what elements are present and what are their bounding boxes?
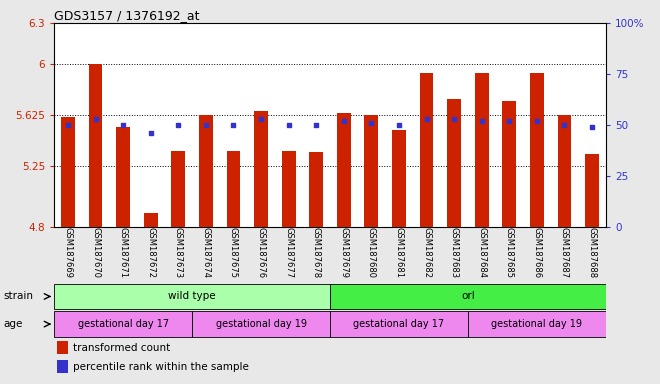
Bar bbox=[447, 99, 461, 227]
Text: gestational day 19: gestational day 19 bbox=[492, 319, 582, 329]
Point bbox=[90, 116, 101, 122]
Text: GSM187680: GSM187680 bbox=[367, 227, 376, 278]
Point bbox=[477, 118, 487, 124]
Text: percentile rank within the sample: percentile rank within the sample bbox=[73, 362, 249, 372]
Bar bbox=[57, 360, 68, 373]
Point bbox=[311, 122, 321, 128]
Text: GSM187669: GSM187669 bbox=[63, 227, 73, 278]
Text: GSM187673: GSM187673 bbox=[174, 227, 183, 278]
Text: GSM187678: GSM187678 bbox=[312, 227, 321, 278]
Point bbox=[393, 122, 404, 128]
Text: GSM187684: GSM187684 bbox=[477, 227, 486, 278]
Point bbox=[559, 122, 570, 128]
Bar bbox=[57, 341, 68, 354]
Bar bbox=[310, 152, 323, 227]
Text: gestational day 17: gestational day 17 bbox=[77, 319, 169, 329]
Bar bbox=[420, 73, 434, 227]
Bar bbox=[502, 101, 516, 227]
Bar bbox=[330, 311, 468, 337]
Point bbox=[228, 122, 239, 128]
Point bbox=[532, 118, 543, 124]
Text: GSM187682: GSM187682 bbox=[422, 227, 431, 278]
Point bbox=[145, 130, 156, 136]
Bar bbox=[61, 117, 75, 227]
Bar bbox=[199, 116, 213, 227]
Point bbox=[421, 116, 432, 122]
Bar bbox=[337, 113, 350, 227]
Bar bbox=[585, 154, 599, 227]
Text: transformed count: transformed count bbox=[73, 343, 171, 353]
Text: gestational day 17: gestational day 17 bbox=[353, 319, 445, 329]
Text: GSM187671: GSM187671 bbox=[119, 227, 127, 278]
Bar bbox=[282, 152, 296, 227]
Text: GSM187679: GSM187679 bbox=[339, 227, 348, 278]
Point bbox=[201, 122, 211, 128]
Text: wild type: wild type bbox=[168, 291, 216, 301]
Text: GSM187670: GSM187670 bbox=[91, 227, 100, 278]
Text: GSM187676: GSM187676 bbox=[257, 227, 265, 278]
Bar bbox=[226, 152, 240, 227]
Point bbox=[256, 116, 267, 122]
Point bbox=[117, 122, 128, 128]
Text: GSM187687: GSM187687 bbox=[560, 227, 569, 278]
Bar bbox=[192, 311, 330, 337]
Text: GSM187688: GSM187688 bbox=[587, 227, 597, 278]
Text: GSM187677: GSM187677 bbox=[284, 227, 293, 278]
Bar bbox=[475, 73, 488, 227]
Text: GSM187681: GSM187681 bbox=[395, 227, 403, 278]
Text: GSM187686: GSM187686 bbox=[533, 227, 541, 278]
Bar bbox=[392, 131, 406, 227]
Point bbox=[366, 120, 377, 126]
Text: GDS3157 / 1376192_at: GDS3157 / 1376192_at bbox=[54, 9, 199, 22]
Text: GSM187672: GSM187672 bbox=[146, 227, 155, 278]
Bar bbox=[330, 284, 606, 309]
Text: GSM187675: GSM187675 bbox=[229, 227, 238, 278]
Point bbox=[339, 118, 349, 124]
Text: orl: orl bbox=[461, 291, 475, 301]
Bar bbox=[54, 284, 330, 309]
Text: GSM187685: GSM187685 bbox=[505, 227, 514, 278]
Bar bbox=[54, 311, 192, 337]
Bar bbox=[364, 115, 378, 227]
Point bbox=[587, 124, 597, 130]
Bar bbox=[116, 127, 130, 227]
Text: strain: strain bbox=[3, 291, 33, 301]
Point bbox=[283, 122, 294, 128]
Bar bbox=[530, 73, 544, 227]
Bar bbox=[558, 115, 572, 227]
Point bbox=[504, 118, 515, 124]
Bar bbox=[144, 214, 158, 227]
Point bbox=[449, 116, 459, 122]
Point bbox=[173, 122, 183, 128]
Bar bbox=[254, 111, 268, 227]
Bar bbox=[468, 311, 606, 337]
Bar bbox=[172, 151, 185, 227]
Text: gestational day 19: gestational day 19 bbox=[216, 319, 306, 329]
Text: age: age bbox=[3, 319, 22, 329]
Point bbox=[63, 122, 73, 128]
Text: GSM187683: GSM187683 bbox=[449, 227, 459, 278]
Bar bbox=[88, 64, 102, 227]
Text: GSM187674: GSM187674 bbox=[201, 227, 211, 278]
